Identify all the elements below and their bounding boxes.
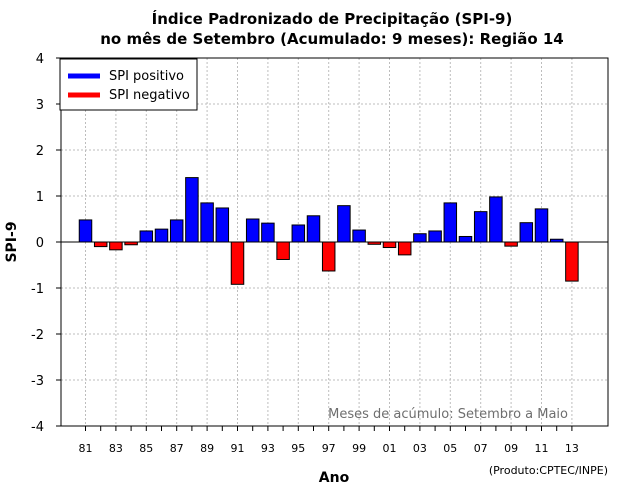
legend: SPI positivo SPI negativo: [59, 58, 198, 111]
x-tick-label: 93: [261, 442, 275, 455]
x-tick-label: 85: [139, 442, 153, 455]
legend-box: [59, 58, 198, 111]
bar-1996: [306, 215, 321, 243]
bar-2008: [489, 196, 503, 243]
x-tick-label: 81: [79, 442, 93, 455]
bar-2006: [458, 235, 473, 243]
x-tick-label: 07: [474, 442, 488, 455]
bar-1986: [154, 228, 169, 243]
bar-1997: [321, 241, 336, 272]
bar-1981: [78, 219, 93, 243]
bar-1998: [337, 205, 351, 243]
bar-2003: [413, 233, 427, 243]
x-tick-label: 95: [291, 442, 305, 455]
x-tick-label: 03: [413, 442, 427, 455]
product-credit: (Produto:CPTEC/INPE): [489, 464, 608, 477]
x-tick-label: 99: [352, 442, 366, 455]
bar-1982: [93, 241, 108, 248]
y-tick-label: 2: [36, 144, 44, 159]
bar-2005: [443, 202, 458, 243]
legend-negative-label: SPI negativo: [109, 88, 190, 103]
annotation: Meses de acúmulo: Setembro a Maio: [328, 407, 568, 422]
x-tick-label: 89: [200, 442, 214, 455]
bar-1990: [215, 207, 230, 243]
x-tick-label: 87: [170, 442, 184, 455]
bar-1983: [109, 241, 123, 251]
y-tick-label: 0: [36, 236, 44, 251]
bar-1985: [139, 230, 154, 243]
bar-1995: [291, 224, 306, 243]
x-tick-label: 91: [231, 442, 245, 455]
bar-2009: [504, 241, 518, 247]
legend-positive-label: SPI positivo: [109, 69, 184, 84]
bar-2013: [565, 241, 579, 282]
bar-1988: [185, 177, 199, 243]
x-tick-label: 05: [443, 442, 457, 455]
bar-1994: [276, 241, 290, 260]
bar-1999: [352, 229, 366, 243]
x-tick-label: 01: [383, 442, 397, 455]
x-tick-label: 13: [565, 442, 579, 455]
bar-1987: [169, 219, 184, 243]
bars: [78, 177, 579, 285]
bar-2004: [428, 230, 442, 243]
x-axis: 81 83 85 87 89 91 93 95 97 99 01 03 05 07 09 11 13: [79, 426, 579, 455]
bar-1993: [261, 222, 275, 243]
y-tick-label: -1: [31, 282, 44, 297]
chart-title-line2: no mês de Setembro (Acumulado: 9 meses):…: [100, 30, 563, 48]
x-axis-label: Ano: [319, 470, 350, 486]
bar-2007: [473, 211, 488, 243]
x-tick-label: 09: [504, 442, 518, 455]
bar-1991: [230, 241, 245, 285]
y-tick-label: 1: [36, 190, 44, 205]
plot-frame: [60, 57, 609, 427]
y-tick-label: -4: [31, 420, 44, 435]
bar-1989: [200, 202, 214, 243]
x-tick-label: 83: [109, 442, 123, 455]
bar-2011: [534, 208, 549, 243]
x-tick-label: 11: [535, 442, 549, 455]
bar-2001: [382, 241, 397, 249]
chart-title-line1: Índice Padronizado de Precipitação (SPI-…: [152, 9, 513, 28]
y-axis-label: SPI-9: [4, 221, 20, 262]
y-axis: 4 3 2 1 0 -1 -2 -3 -4: [31, 52, 61, 435]
bar-1992: [245, 218, 260, 243]
bar-2010: [519, 222, 534, 243]
x-tick-label: 97: [322, 442, 336, 455]
y-tick-label: 3: [36, 98, 44, 113]
y-tick-label: 4: [36, 52, 44, 67]
y-tick-label: -3: [31, 374, 44, 389]
y-tick-label: -2: [31, 328, 44, 343]
bar-2002: [397, 241, 412, 256]
